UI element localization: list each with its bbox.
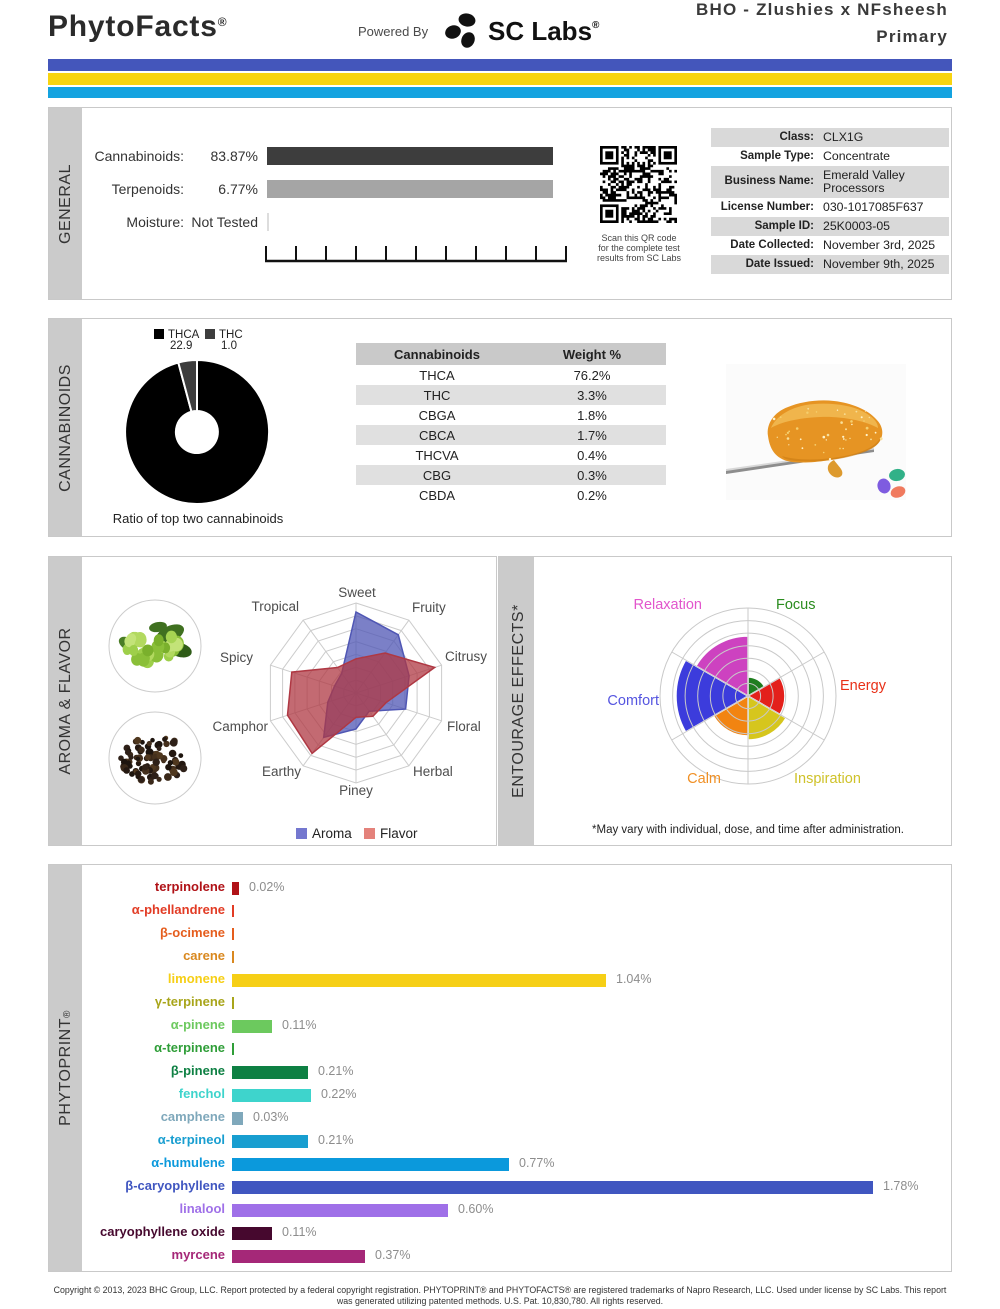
svg-text:Comfort: Comfort [607, 693, 659, 709]
svg-text:Sweet: Sweet [338, 585, 376, 600]
svg-text:Relaxation: Relaxation [633, 597, 702, 613]
svg-text:Ratio of top two cannabinoids: Ratio of top two cannabinoids [113, 511, 284, 526]
svg-text:Floral: Floral [447, 719, 481, 734]
svg-text:Flavor: Flavor [380, 826, 418, 841]
svg-text:*May vary with individual, dos: *May vary with individual, dose, and tim… [592, 824, 904, 836]
svg-text:Tropical: Tropical [251, 599, 299, 614]
svg-text:Piney: Piney [339, 783, 373, 798]
svg-text:Citrusy: Citrusy [445, 649, 487, 664]
svg-text:Energy: Energy [840, 678, 887, 694]
svg-text:Earthy: Earthy [262, 764, 301, 779]
svg-text:Focus: Focus [776, 597, 816, 613]
svg-text:Calm: Calm [687, 771, 721, 787]
svg-text:THC: THC [219, 329, 243, 341]
svg-text:Inspiration: Inspiration [794, 771, 861, 787]
svg-text:Fruity: Fruity [412, 600, 446, 615]
svg-text:Camphor: Camphor [212, 719, 268, 734]
svg-text:Herbal: Herbal [413, 764, 453, 779]
svg-text:Aroma: Aroma [312, 826, 352, 841]
svg-text:22.9: 22.9 [170, 340, 192, 352]
svg-text:1.0: 1.0 [221, 340, 237, 352]
svg-text:Spicy: Spicy [220, 650, 253, 665]
svg-text:THCA: THCA [168, 329, 200, 341]
